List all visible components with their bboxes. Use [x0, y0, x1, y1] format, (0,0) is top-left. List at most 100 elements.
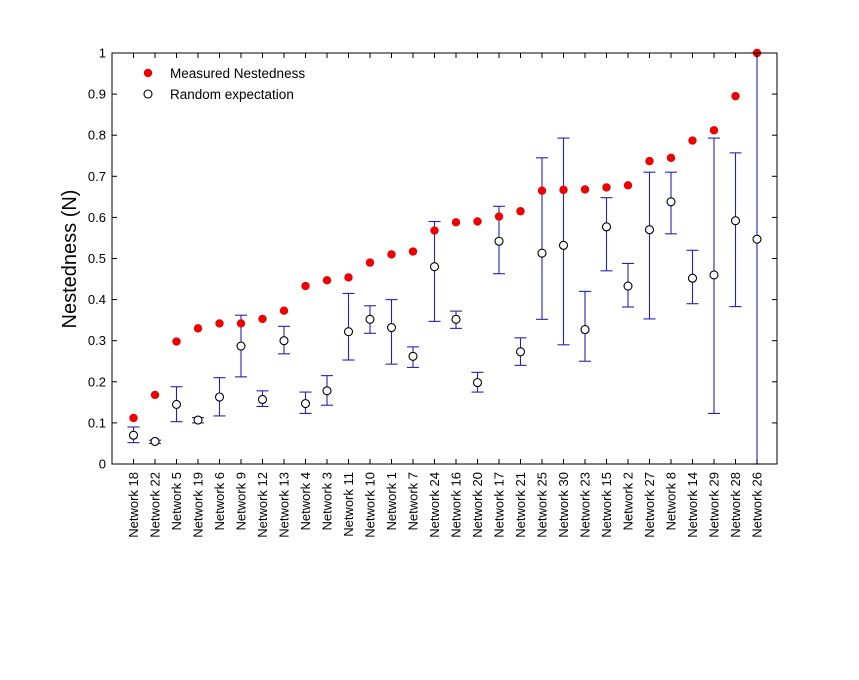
random-expectation-point: [752, 234, 762, 244]
measured-nestedness-point: [322, 276, 332, 285]
random-expectation-point: [709, 270, 719, 280]
measured-nestedness-point: [645, 156, 654, 166]
random-expectation-point: [494, 236, 504, 246]
x-tick-label: Network 29: [707, 472, 722, 538]
random-expectation-point: [580, 325, 590, 335]
measured-nestedness-point: [279, 306, 289, 315]
x-tick-label: Network 11: [341, 472, 356, 537]
random-expectation-point: [730, 216, 741, 226]
random-expectation-point: [214, 392, 225, 402]
random-expectation-point: [150, 436, 160, 446]
x-tick-label: Network 28: [728, 472, 743, 538]
x-tick-label: Network 12: [255, 472, 270, 538]
x-tick-label: Network 17: [492, 472, 507, 538]
y-tick-label: 0.4: [88, 292, 106, 307]
x-tick-label: Network 2: [621, 472, 636, 531]
measured-nestedness-point: [473, 217, 482, 226]
random-expectation-point: [451, 314, 461, 324]
random-expectation-point: [257, 394, 268, 405]
y-tick-label: 0.2: [88, 374, 106, 389]
measured-nestedness-point: [172, 337, 181, 346]
measured-nestedness-point: [193, 324, 203, 333]
random-expectation-point: [322, 386, 332, 396]
legend: Measured Nestedness Random expectation: [143, 66, 305, 102]
random-expectation-point: [343, 327, 354, 337]
measured-nestedness-point: [301, 281, 310, 291]
legend-random-label: Random expectation: [170, 87, 294, 102]
x-tick-label: Network 1: [384, 472, 399, 531]
measured-nestedness-point: [494, 212, 504, 221]
random-expectation-point: [515, 347, 526, 357]
x-tick-label: Network 27: [642, 472, 657, 538]
measured-nestedness-point: [731, 91, 740, 101]
random-expectation-point: [537, 248, 547, 258]
x-tick-label: Network 9: [234, 472, 249, 531]
measured-nestedness-point: [258, 314, 267, 324]
measured-nestedness-point: [387, 250, 396, 259]
random-expectation-point: [365, 314, 375, 324]
x-tick-label: Network 4: [298, 472, 313, 531]
measured-nestedness-point: [430, 226, 439, 235]
y-tick-label: 1: [99, 46, 106, 61]
random-expectation-point: [601, 222, 612, 232]
random-expectation-point: [193, 415, 203, 425]
x-tick-label: Network 21: [513, 472, 528, 538]
measured-nestedness-point: [129, 413, 138, 423]
x-tick-label: Network 15: [599, 472, 614, 538]
measured-nestedness-point: [516, 207, 525, 216]
x-tick-label: Network 22: [148, 472, 163, 538]
measured-nestedness-point: [215, 319, 224, 328]
x-tick-label: Network 26: [750, 472, 765, 538]
random-expectation-point: [558, 240, 569, 250]
random-expectation-point: [472, 378, 483, 388]
measured-nestedness-point: [408, 247, 418, 256]
x-tick-label: Network 7: [406, 472, 421, 531]
y-tick-label: 0: [99, 457, 106, 472]
measured-nestedness-point: [537, 186, 547, 195]
x-tick-label: Network 18: [126, 472, 141, 538]
random-expectation-point: [666, 197, 676, 207]
y-tick-label: 0.8: [88, 128, 106, 143]
y-tick-label: 0.1: [88, 415, 106, 430]
measured-nestedness-point: [365, 258, 375, 267]
data-points: [128, 48, 762, 446]
measured-nestedness-point: [602, 183, 611, 192]
x-tick-label: Network 14: [685, 472, 700, 538]
random-expectation-point: [128, 430, 139, 440]
y-tick-label: 0.5: [88, 251, 106, 266]
measured-nestedness-point: [623, 181, 633, 190]
measured-nestedness-point: [559, 185, 568, 195]
random-expectation-point: [171, 399, 182, 409]
plot-area: [112, 53, 777, 464]
measured-nestedness-point: [580, 185, 590, 194]
measured-nestedness-point: [688, 136, 697, 145]
x-tick-label: Network 20: [470, 472, 485, 538]
random-expectation-point: [623, 281, 633, 291]
x-tick-label: Network 30: [556, 472, 571, 538]
x-tick-label: Network 3: [320, 472, 335, 531]
x-tick-label: Network 8: [664, 472, 679, 531]
random-expectation-point: [687, 273, 698, 283]
y-tick-label: 0.3: [88, 333, 106, 348]
measured-nestedness-point: [451, 218, 461, 227]
x-tick-label: Network 19: [191, 472, 206, 538]
random-expectation-point: [300, 399, 311, 409]
y-tick-label: 0.6: [88, 210, 106, 225]
random-expectation-point: [429, 262, 440, 272]
legend-measured-label: Measured Nestedness: [170, 66, 305, 81]
x-tick-label: Network 5: [169, 472, 184, 531]
x-tick-label: Network 23: [578, 472, 593, 538]
y-axis-title: Nestedness (N): [59, 190, 81, 329]
random-expectation-point: [279, 336, 289, 346]
x-tick-label: Network 10: [363, 472, 378, 538]
random-expectation-point: [236, 341, 246, 351]
y-tick-label: 0.9: [88, 87, 106, 102]
y-axis: 0 0.1 0.2 0.3 0.4 0.5 0.6 0.7 0.8 0.9 1: [88, 46, 777, 472]
x-tick-label: Network 16: [449, 472, 464, 538]
random-expectation-point: [408, 351, 418, 361]
x-tick-label: Network 13: [277, 472, 292, 538]
random-expectation-point: [386, 322, 397, 333]
measured-nestedness-point: [666, 153, 676, 163]
legend-measured-marker: [143, 68, 153, 78]
